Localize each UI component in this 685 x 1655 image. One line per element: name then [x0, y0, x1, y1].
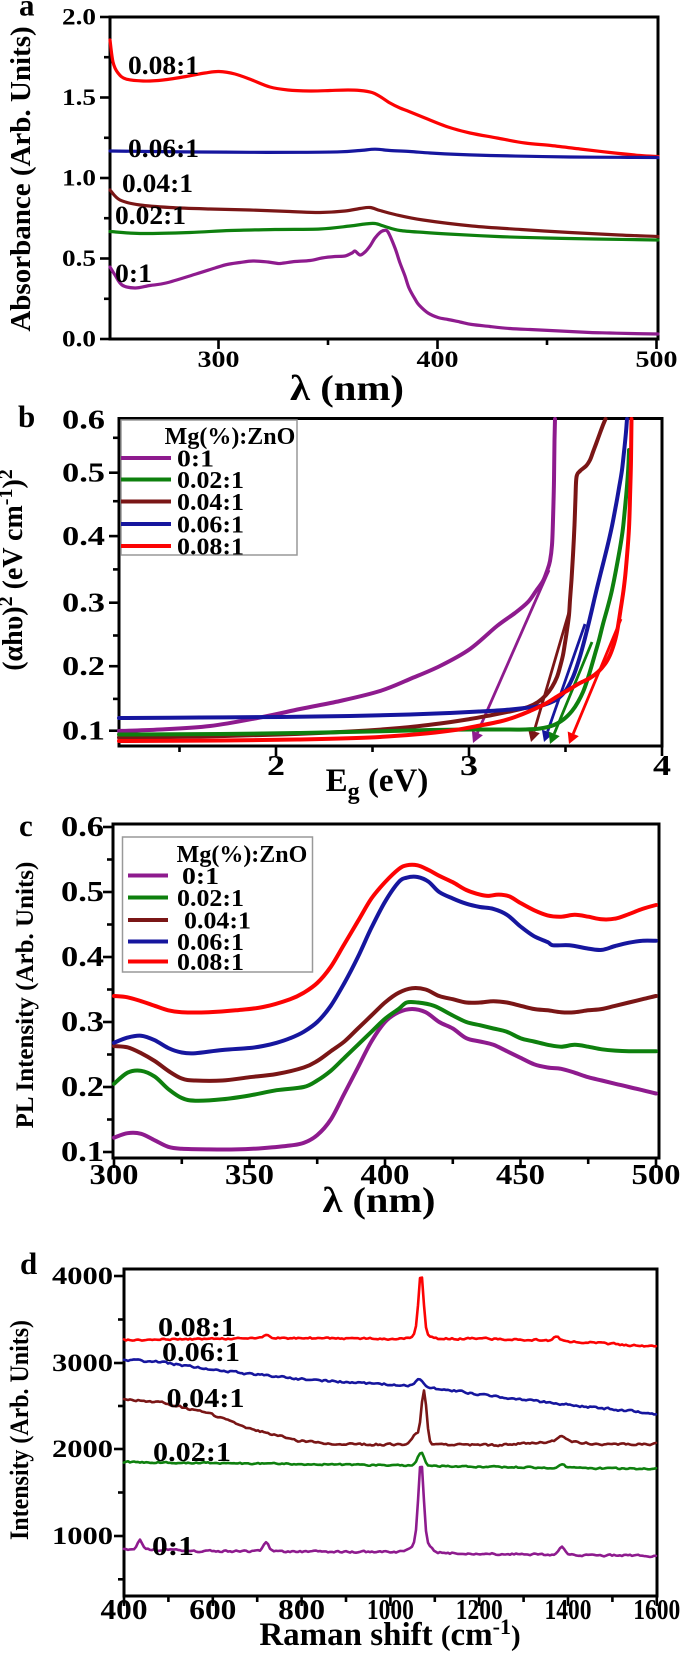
svg-text:400: 400: [417, 347, 459, 372]
svg-text:0.4: 0.4: [62, 521, 105, 551]
svg-text:0.02:1: 0.02:1: [115, 201, 186, 230]
svg-text:0:1: 0:1: [177, 447, 214, 473]
svg-text:0.5: 0.5: [62, 458, 105, 488]
svg-text:1.0: 1.0: [62, 166, 96, 191]
svg-text:0:1: 0:1: [152, 1531, 194, 1561]
svg-text:0.1: 0.1: [62, 716, 105, 746]
svg-text:500: 500: [632, 1160, 681, 1191]
svg-text:Mg(%):ZnO: Mg(%):ZnO: [177, 842, 308, 868]
svg-text:0.2: 0.2: [62, 651, 105, 681]
svg-text:0.08:1: 0.08:1: [128, 51, 199, 80]
svg-text:500: 500: [636, 347, 678, 372]
svg-text:PL Intensity (Arb. Units): PL Intensity (Arb. Units): [12, 862, 39, 1129]
svg-text:0.04:1: 0.04:1: [122, 169, 193, 198]
svg-text:0.4: 0.4: [61, 942, 104, 973]
svg-text:2.0: 2.0: [62, 5, 96, 30]
svg-text:0.6: 0.6: [62, 405, 105, 435]
svg-text:0.06:1: 0.06:1: [128, 134, 199, 163]
svg-text:0.1: 0.1: [61, 1137, 104, 1168]
svg-text:0.06:1: 0.06:1: [177, 930, 244, 956]
svg-text:300: 300: [90, 1160, 139, 1191]
svg-text:0.04:1: 0.04:1: [184, 909, 251, 935]
svg-text:3000: 3000: [52, 1350, 113, 1377]
svg-text:0.08:1: 0.08:1: [177, 535, 244, 561]
svg-text:1200: 1200: [456, 1595, 503, 1626]
svg-text:800: 800: [278, 1595, 325, 1626]
svg-text:0.02:1: 0.02:1: [177, 886, 244, 912]
svg-text:1000: 1000: [52, 1523, 113, 1550]
svg-text:0.06:1: 0.06:1: [162, 1337, 240, 1367]
svg-text:0.3: 0.3: [61, 1007, 104, 1038]
svg-text:Raman shift (cm-1): Raman shift (cm-1): [259, 1614, 520, 1653]
svg-text:0.2: 0.2: [61, 1072, 104, 1103]
svg-text:0.08:1: 0.08:1: [158, 1312, 236, 1342]
svg-text:350: 350: [225, 1160, 274, 1191]
svg-text:0.04:1: 0.04:1: [177, 490, 244, 516]
svg-text:4: 4: [653, 751, 671, 782]
svg-text:0:1: 0:1: [115, 259, 152, 288]
svg-text:Mg(%):ZnO: Mg(%):ZnO: [165, 424, 296, 450]
svg-text:1000: 1000: [367, 1595, 414, 1626]
svg-text:0:1: 0:1: [182, 864, 219, 890]
svg-text:1400: 1400: [545, 1595, 592, 1626]
svg-text:400: 400: [101, 1595, 148, 1626]
svg-text:2: 2: [267, 751, 285, 782]
svg-text:Eg (eV): Eg (eV): [326, 763, 429, 805]
svg-text:0.02:1: 0.02:1: [153, 1437, 231, 1467]
svg-text:0.0: 0.0: [62, 327, 96, 352]
svg-text:300: 300: [198, 347, 240, 372]
svg-text:a: a: [19, 0, 35, 23]
svg-text:λ (nm): λ (nm): [323, 1180, 436, 1220]
svg-text:0.6: 0.6: [61, 812, 104, 843]
svg-text:λ (nm): λ (nm): [290, 368, 404, 408]
svg-text:4000: 4000: [52, 1263, 113, 1290]
svg-text:0.5: 0.5: [61, 877, 104, 908]
svg-text:c: c: [19, 808, 33, 843]
svg-text:600: 600: [189, 1595, 236, 1626]
svg-text:2000: 2000: [52, 1436, 113, 1463]
svg-text:d: d: [20, 1246, 37, 1281]
svg-text:0.04:1: 0.04:1: [167, 1383, 245, 1413]
svg-text:450: 450: [496, 1160, 545, 1191]
svg-text:0.06:1: 0.06:1: [177, 513, 244, 539]
svg-text:1.5: 1.5: [62, 85, 96, 110]
svg-text:Absorbance (Arb. Units): Absorbance (Arb. Units): [5, 26, 37, 331]
svg-text:Intensity (Arb. Units): Intensity (Arb. Units): [5, 1320, 34, 1540]
svg-text:b: b: [18, 399, 35, 434]
svg-text:0.02:1: 0.02:1: [177, 468, 244, 494]
svg-text:400: 400: [361, 1160, 410, 1191]
svg-text:3: 3: [460, 751, 478, 782]
svg-text:0.08:1: 0.08:1: [177, 950, 244, 976]
svg-text:0.3: 0.3: [62, 588, 105, 618]
svg-text:1600: 1600: [633, 1595, 680, 1626]
svg-text:0.5: 0.5: [62, 246, 96, 271]
